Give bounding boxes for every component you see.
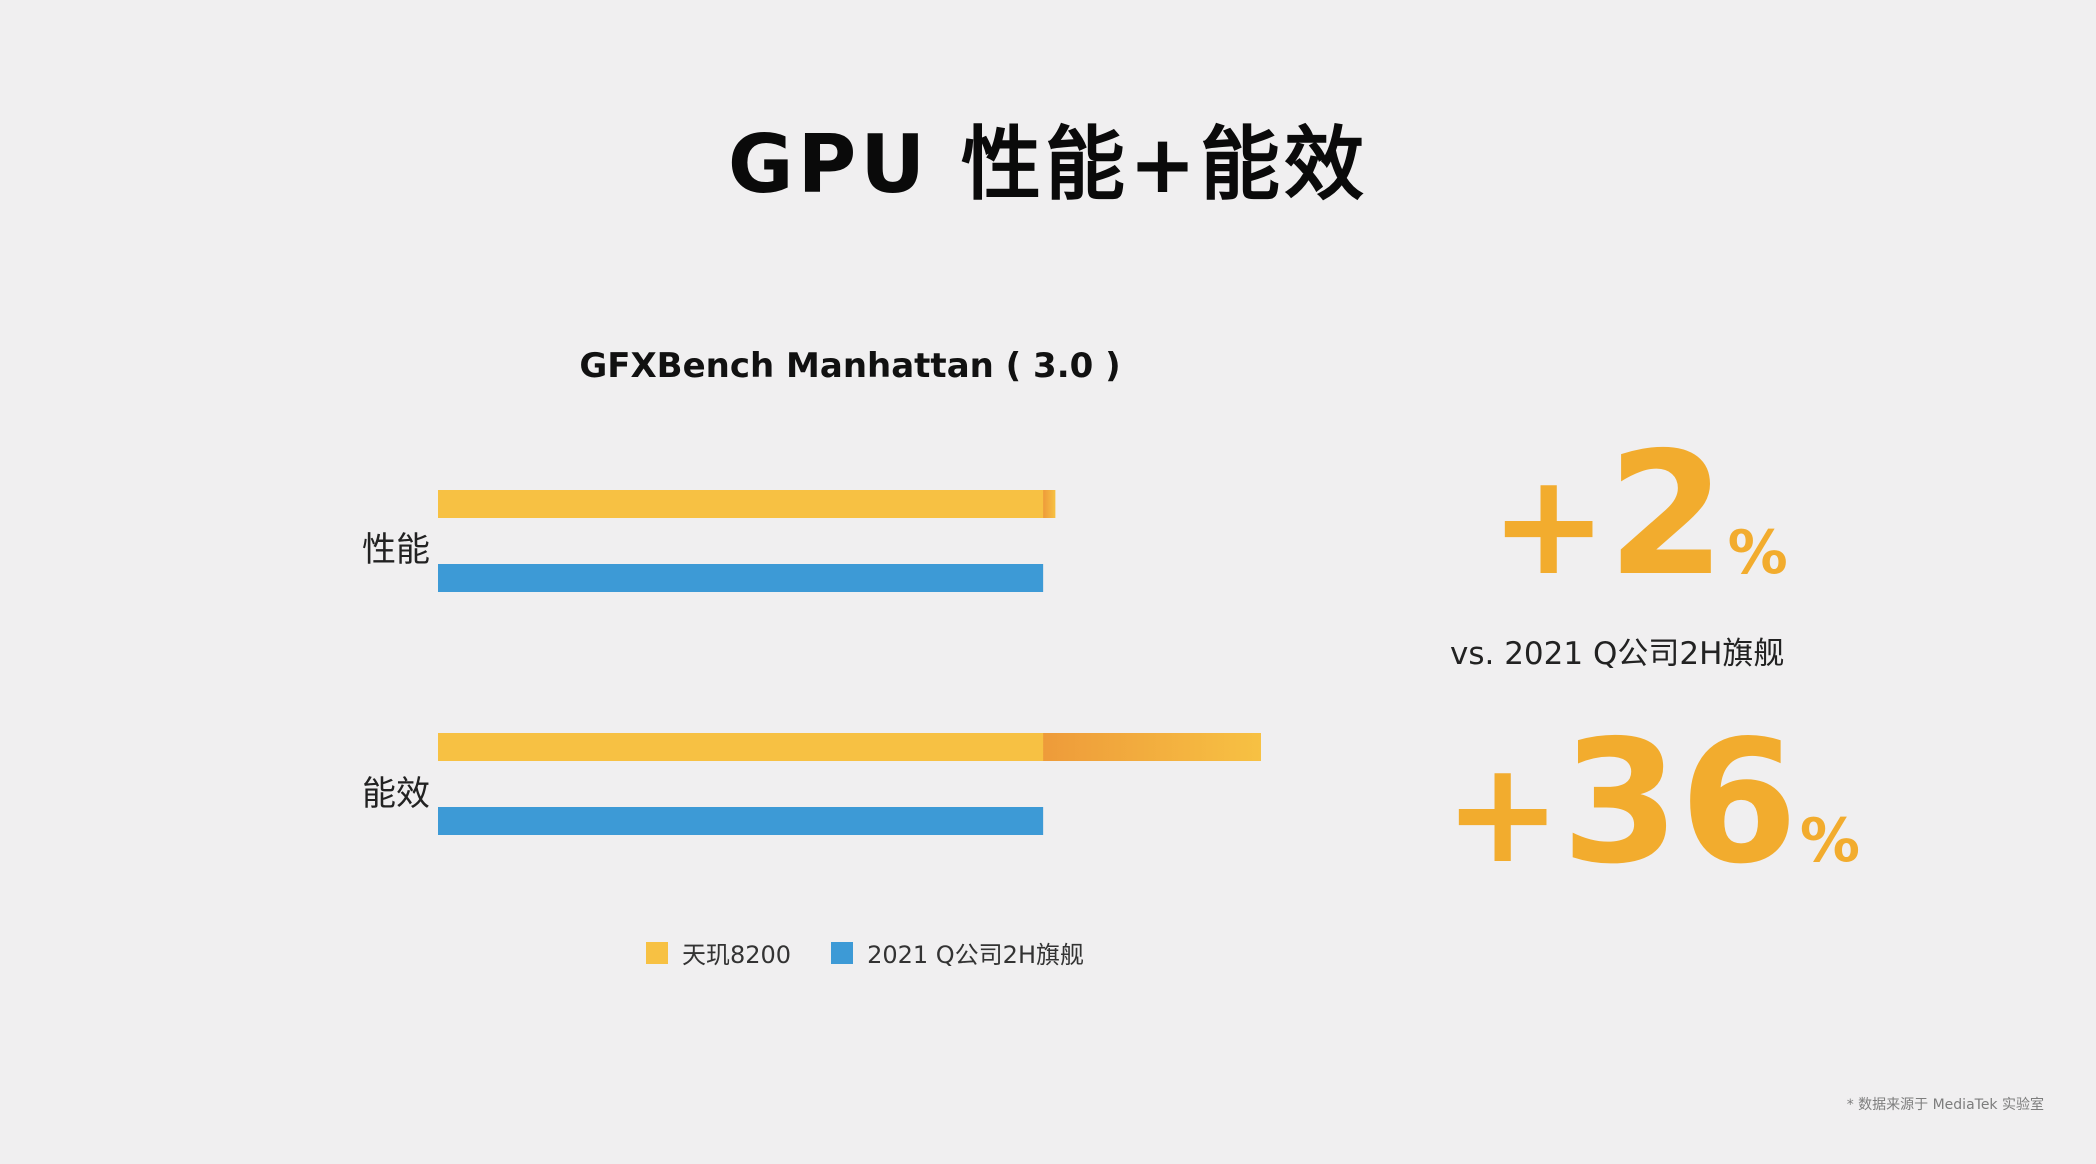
legend-label: 2021 Q公司2H旗舰 (867, 941, 1084, 969)
callout-performance-gain: +2% (1490, 430, 1788, 600)
callout-percent: % (1727, 518, 1788, 588)
callout-plus: + (1490, 444, 1608, 607)
chart-title: GFXBench Manhattan ( 3.0 ) (579, 346, 1121, 386)
bar-competitor-0 (438, 564, 1044, 592)
legend-swatch (831, 941, 854, 964)
footnote: * 数据来源于 MediaTek 实验室 (1846, 1097, 2044, 1113)
callout-value: 2 (1607, 416, 1726, 614)
callout-efficiency-gain: +36% (1444, 718, 1860, 888)
callout-plus: + (1444, 732, 1562, 895)
legend-item-dimensity: 天玑8200 (646, 935, 791, 970)
callout-percent: % (1799, 806, 1861, 876)
bar-gain-segment-0 (1043, 490, 1056, 518)
bar-gain-segment-1 (1043, 733, 1261, 761)
bar-competitor-1 (438, 807, 1044, 835)
callout-value: 36 (1561, 704, 1798, 902)
legend-swatch (646, 941, 668, 964)
chart-legend: 天玑8200 2021 Q公司2H旗舰 (646, 935, 1084, 970)
page-title: GPU 性能+能效 (727, 118, 1369, 211)
category-label-performance: 性能 (362, 530, 430, 570)
bar-dimensity-0 (438, 490, 1056, 518)
legend-label: 天玑8200 (682, 941, 792, 969)
legend-item-competitor: 2021 Q公司2H旗舰 (831, 935, 1084, 970)
category-label-efficiency: 能效 (362, 774, 430, 814)
comparison-note: vs. 2021 Q公司2H旗舰 (1450, 636, 1785, 672)
